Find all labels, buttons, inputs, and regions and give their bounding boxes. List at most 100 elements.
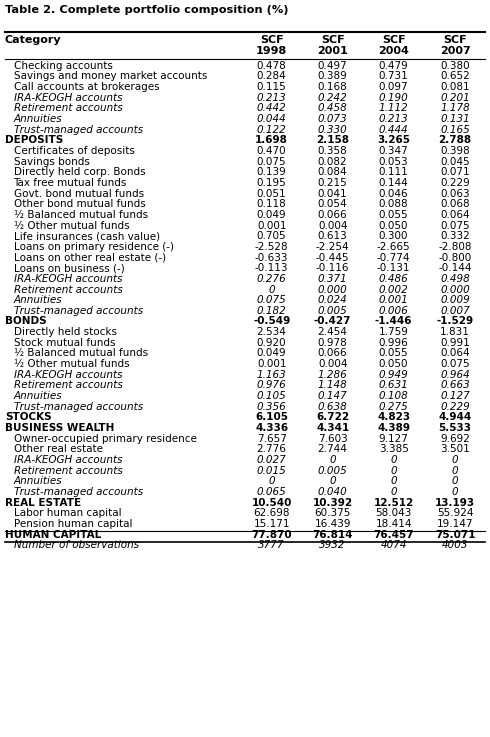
Text: 1.112: 1.112 xyxy=(379,103,409,113)
Text: 0.498: 0.498 xyxy=(440,274,470,284)
Text: SCF
2004: SCF 2004 xyxy=(378,35,409,57)
Text: IRA-KEOGH accounts: IRA-KEOGH accounts xyxy=(14,370,122,380)
Text: -0.549: -0.549 xyxy=(253,316,290,326)
Text: 0.949: 0.949 xyxy=(379,370,409,380)
Text: IRA-KEOGH accounts: IRA-KEOGH accounts xyxy=(14,455,122,465)
Text: 0.108: 0.108 xyxy=(379,391,409,401)
Text: 4.944: 4.944 xyxy=(439,413,472,422)
Text: 4.336: 4.336 xyxy=(255,423,288,433)
Text: DEPOSITS: DEPOSITS xyxy=(5,136,63,145)
Text: Other bond mutual funds: Other bond mutual funds xyxy=(14,199,146,209)
Text: -2.528: -2.528 xyxy=(255,242,289,252)
Text: 0.082: 0.082 xyxy=(318,157,347,167)
Text: 76.814: 76.814 xyxy=(313,530,353,539)
Text: 0.442: 0.442 xyxy=(257,103,287,113)
Text: 0.470: 0.470 xyxy=(257,146,287,156)
Text: 0.127: 0.127 xyxy=(440,391,470,401)
Text: -0.800: -0.800 xyxy=(439,253,472,262)
Text: 1.148: 1.148 xyxy=(318,380,347,391)
Text: 0.015: 0.015 xyxy=(257,466,287,475)
Text: BONDS: BONDS xyxy=(5,316,47,326)
Text: REAL ESTATE: REAL ESTATE xyxy=(5,497,81,508)
Text: 0.215: 0.215 xyxy=(318,178,347,188)
Text: 2.788: 2.788 xyxy=(439,136,472,145)
Text: 0.389: 0.389 xyxy=(318,71,347,82)
Text: 0.190: 0.190 xyxy=(379,93,409,102)
Text: 0.996: 0.996 xyxy=(379,338,409,348)
Text: -0.113: -0.113 xyxy=(255,263,289,273)
Text: Directly held corp. Bonds: Directly held corp. Bonds xyxy=(14,167,145,178)
Text: -1.446: -1.446 xyxy=(375,316,413,326)
Text: 2.744: 2.744 xyxy=(318,444,347,454)
Text: 0.330: 0.330 xyxy=(318,125,347,135)
Text: 0.000: 0.000 xyxy=(440,284,470,295)
Text: 0.044: 0.044 xyxy=(257,114,287,124)
Text: 9.692: 9.692 xyxy=(440,433,470,444)
Text: 0.046: 0.046 xyxy=(379,189,409,199)
Text: 0.005: 0.005 xyxy=(318,466,347,475)
Text: IRA-KEOGH accounts: IRA-KEOGH accounts xyxy=(14,93,122,102)
Text: 0.213: 0.213 xyxy=(257,93,287,102)
Text: Annuities: Annuities xyxy=(14,296,62,305)
Text: 12.512: 12.512 xyxy=(373,497,414,508)
Text: STOCKS: STOCKS xyxy=(5,413,51,422)
Text: -0.131: -0.131 xyxy=(377,263,410,273)
Text: SCF
2007: SCF 2007 xyxy=(440,35,470,57)
Text: Retirement accounts: Retirement accounts xyxy=(14,284,122,295)
Text: Savings bonds: Savings bonds xyxy=(14,157,89,167)
Text: Stock mutual funds: Stock mutual funds xyxy=(14,338,115,348)
Text: 0.479: 0.479 xyxy=(379,61,409,71)
Text: 77.870: 77.870 xyxy=(251,530,292,539)
Text: 0.064: 0.064 xyxy=(441,349,470,358)
Text: 0: 0 xyxy=(391,476,397,486)
Text: 18.414: 18.414 xyxy=(375,519,412,529)
Text: ½ Other mutual funds: ½ Other mutual funds xyxy=(14,220,129,231)
Text: Retirement accounts: Retirement accounts xyxy=(14,103,122,113)
Text: 0.168: 0.168 xyxy=(318,82,347,92)
Text: 13.193: 13.193 xyxy=(435,497,475,508)
Text: 0: 0 xyxy=(269,284,275,295)
Text: Category: Category xyxy=(5,35,62,45)
Text: 0.055: 0.055 xyxy=(379,210,409,220)
Text: 0.332: 0.332 xyxy=(440,231,470,241)
Text: 0.275: 0.275 xyxy=(379,402,409,412)
Text: 0.131: 0.131 xyxy=(440,114,470,124)
Text: 1.163: 1.163 xyxy=(257,370,287,380)
Text: 0.444: 0.444 xyxy=(379,125,409,135)
Text: 0.049: 0.049 xyxy=(257,349,287,358)
Text: 0.024: 0.024 xyxy=(318,296,347,305)
Text: Trust-managed accounts: Trust-managed accounts xyxy=(14,306,143,316)
Text: 0.050: 0.050 xyxy=(379,220,408,231)
Text: 76.457: 76.457 xyxy=(373,530,414,539)
Text: 3.265: 3.265 xyxy=(377,136,410,145)
Text: 0.001: 0.001 xyxy=(379,296,409,305)
Text: 0.147: 0.147 xyxy=(318,391,347,401)
Text: 0: 0 xyxy=(391,455,397,465)
Text: -2.254: -2.254 xyxy=(316,242,349,252)
Text: 0.300: 0.300 xyxy=(379,231,408,241)
Text: Life insurances (cash value): Life insurances (cash value) xyxy=(14,231,160,241)
Text: 0.073: 0.073 xyxy=(318,114,347,124)
Text: 0.063: 0.063 xyxy=(441,189,470,199)
Text: 0.081: 0.081 xyxy=(441,82,470,92)
Text: 2.534: 2.534 xyxy=(257,327,287,337)
Text: 0.051: 0.051 xyxy=(257,189,287,199)
Text: 0.001: 0.001 xyxy=(257,359,286,369)
Text: Other real estate: Other real estate xyxy=(14,444,102,454)
Text: 0.115: 0.115 xyxy=(257,82,287,92)
Text: 3.385: 3.385 xyxy=(379,444,409,454)
Text: 1.286: 1.286 xyxy=(318,370,347,380)
Text: ½ Balanced mutual funds: ½ Balanced mutual funds xyxy=(14,210,147,220)
Text: 0.229: 0.229 xyxy=(440,402,470,412)
Text: 0.663: 0.663 xyxy=(440,380,470,391)
Text: 0.006: 0.006 xyxy=(379,306,409,316)
Text: Owner-occupied primary residence: Owner-occupied primary residence xyxy=(14,433,196,444)
Text: 0.165: 0.165 xyxy=(440,125,470,135)
Text: Tax free mutual funds: Tax free mutual funds xyxy=(14,178,127,188)
Text: Table 2. Complete portfolio composition (%): Table 2. Complete portfolio composition … xyxy=(5,5,289,15)
Text: 2.158: 2.158 xyxy=(316,136,349,145)
Text: 0.652: 0.652 xyxy=(440,71,470,82)
Text: 0.182: 0.182 xyxy=(257,306,287,316)
Text: 75.071: 75.071 xyxy=(435,530,475,539)
Text: 0: 0 xyxy=(391,487,397,497)
